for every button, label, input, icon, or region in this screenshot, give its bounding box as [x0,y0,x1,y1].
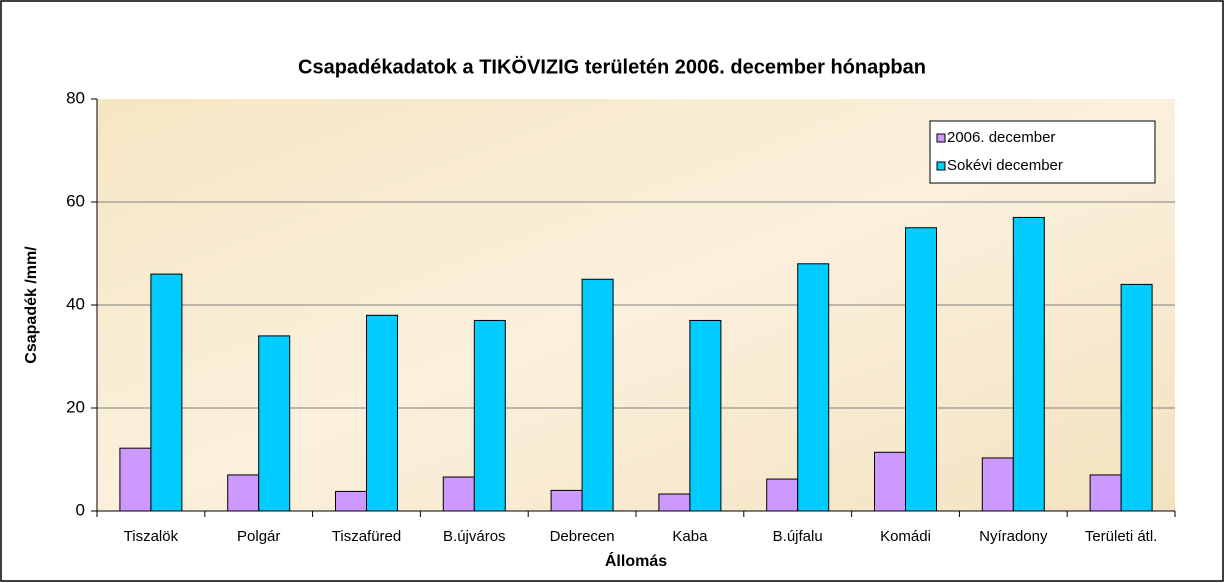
x-tick-label: Nyíradony [979,528,1048,545]
x-tick-label: Debrecen [550,528,615,545]
bar [766,478,799,512]
bar [874,451,906,512]
bar [658,493,691,512]
y-tick-label: 40 [66,294,85,313]
bar [905,227,937,512]
bar [335,490,367,512]
bar [581,278,614,512]
bar [366,314,398,512]
x-tick-label: Tiszafüred [332,528,401,545]
x-tick-label: Területi átl. [1085,528,1158,545]
chart-title: Csapadékadatok a TIKÖVIZIG területén 200… [298,55,926,78]
x-tick-label: Kaba [672,528,708,545]
x-tick-label: Polgár [237,528,280,545]
legend-box [929,120,1156,184]
y-tick-label: 0 [76,500,85,519]
x-tick-label: B.újfalu [773,528,823,545]
bar [442,476,475,512]
legend-label: 2006. december [947,129,1055,146]
legend-swatch [936,133,946,143]
bar [227,474,260,512]
bar [1089,474,1122,512]
bar [119,447,152,512]
bar [981,457,1014,512]
x-tick-label: B.újváros [443,528,506,545]
bar [689,319,722,512]
bar [258,335,291,512]
bar [550,489,583,512]
x-tick-label: Tiszalök [124,528,179,545]
y-tick-label: 20 [66,397,85,416]
bar [797,263,830,512]
bar [1120,283,1153,512]
y-tick-label: 80 [66,88,85,107]
bar [473,319,506,512]
legend-label: Sokévi december [947,157,1063,174]
y-axis-label: Csapadék /mm/ [23,246,40,364]
bar [150,273,183,512]
bar [1012,216,1045,512]
y-tick-label: 60 [66,191,85,210]
x-tick-label: Komádi [880,528,931,545]
legend-swatch [936,161,946,171]
x-axis-label: Állomás [605,551,667,570]
